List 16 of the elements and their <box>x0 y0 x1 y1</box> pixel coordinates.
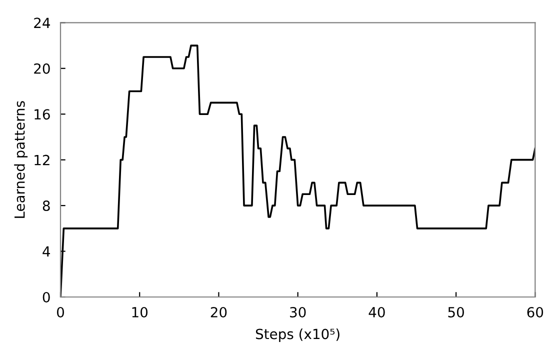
x-tick-label: 40 <box>368 306 385 318</box>
x-tick-label: 30 <box>290 306 306 318</box>
y-axis-title: Learned patterns <box>14 101 28 218</box>
x-tick-label: 60 <box>527 306 544 318</box>
y-tick-label: 4 <box>42 246 50 257</box>
y-tick-label: 12 <box>34 154 50 166</box>
x-tick-label: 50 <box>448 306 464 318</box>
y-tick-label: 24 <box>34 18 50 28</box>
x-tick-label: 10 <box>132 306 148 318</box>
y-tick-label: 20 <box>34 63 50 74</box>
x-tick-label: 20 <box>210 306 227 318</box>
y-tick-label: 8 <box>42 200 50 212</box>
y-tick-label: 0 <box>42 292 50 302</box>
y-tick-label: 16 <box>34 109 50 120</box>
x-tick-label: 0 <box>56 306 64 318</box>
x-axis-title: Steps (x10⁵) <box>256 328 340 342</box>
